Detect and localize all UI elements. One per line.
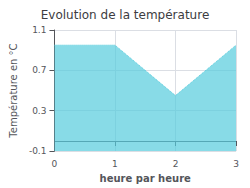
svg-text:1: 1 [112, 159, 118, 169]
svg-text:Température en °C: Température en °C [8, 43, 19, 138]
svg-text:0.3: 0.3 [32, 106, 46, 116]
svg-text:3: 3 [233, 159, 239, 169]
svg-text:Evolution de la température: Evolution de la température [41, 8, 210, 22]
svg-text:0: 0 [52, 159, 58, 169]
svg-text:2: 2 [173, 159, 179, 169]
svg-text:heure par heure: heure par heure [100, 173, 191, 184]
svg-text:-0.1: -0.1 [29, 146, 47, 156]
svg-text:1.1: 1.1 [32, 25, 46, 35]
svg-text:0.7: 0.7 [32, 65, 46, 75]
